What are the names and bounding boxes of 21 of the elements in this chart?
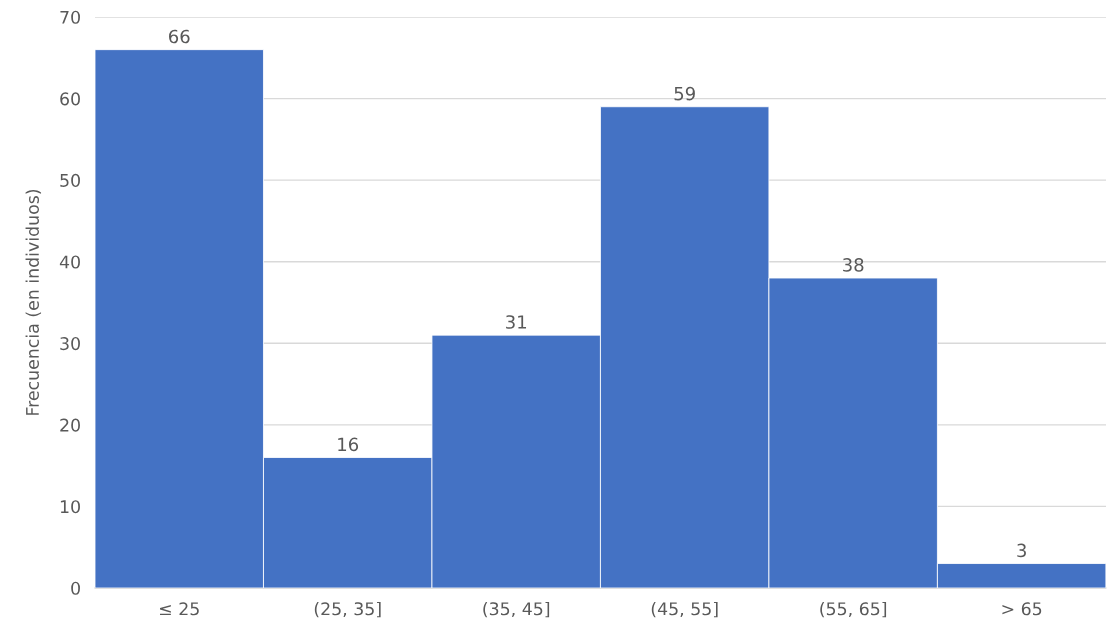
x-tick-label: (55, 65]	[820, 601, 887, 618]
data-label: 59	[674, 86, 695, 101]
data-label: 66	[169, 29, 190, 44]
data-label: 3	[1017, 543, 1026, 558]
y-tick-label: 50	[60, 173, 80, 187]
y-tick-label: 60	[60, 92, 80, 106]
x-tick-label: (45, 55]	[651, 601, 718, 618]
y-axis-title: Frecuencia (en individuos)	[25, 189, 42, 415]
y-tick-label: 20	[60, 418, 80, 432]
x-tick-label: ≤ 25	[160, 602, 199, 616]
y-tick-label: 40	[59, 255, 80, 269]
y-tick-label: 10	[60, 500, 80, 514]
y-tick-label: 30	[60, 337, 80, 351]
x-tick-label: > 65	[1002, 602, 1042, 616]
x-tick-label: (35, 45]	[483, 601, 550, 618]
x-tick-label: (25, 35]	[314, 601, 381, 618]
data-label: 38	[843, 258, 864, 272]
data-label: 16	[338, 437, 359, 452]
data-label: 31	[506, 315, 527, 329]
y-tick-label: 70	[60, 10, 80, 24]
y-tick-label: 0	[71, 581, 80, 595]
